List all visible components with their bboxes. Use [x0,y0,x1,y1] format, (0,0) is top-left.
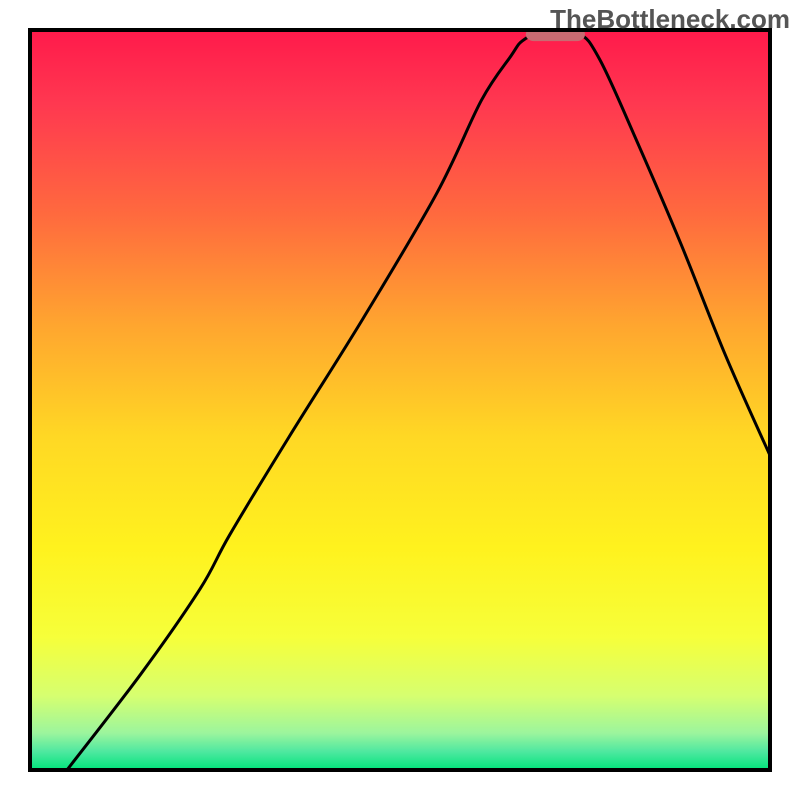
watermark-text: TheBottleneck.com [550,4,790,35]
chart-svg [0,0,800,800]
chart-container: TheBottleneck.com [0,0,800,800]
gradient-background [30,30,770,770]
